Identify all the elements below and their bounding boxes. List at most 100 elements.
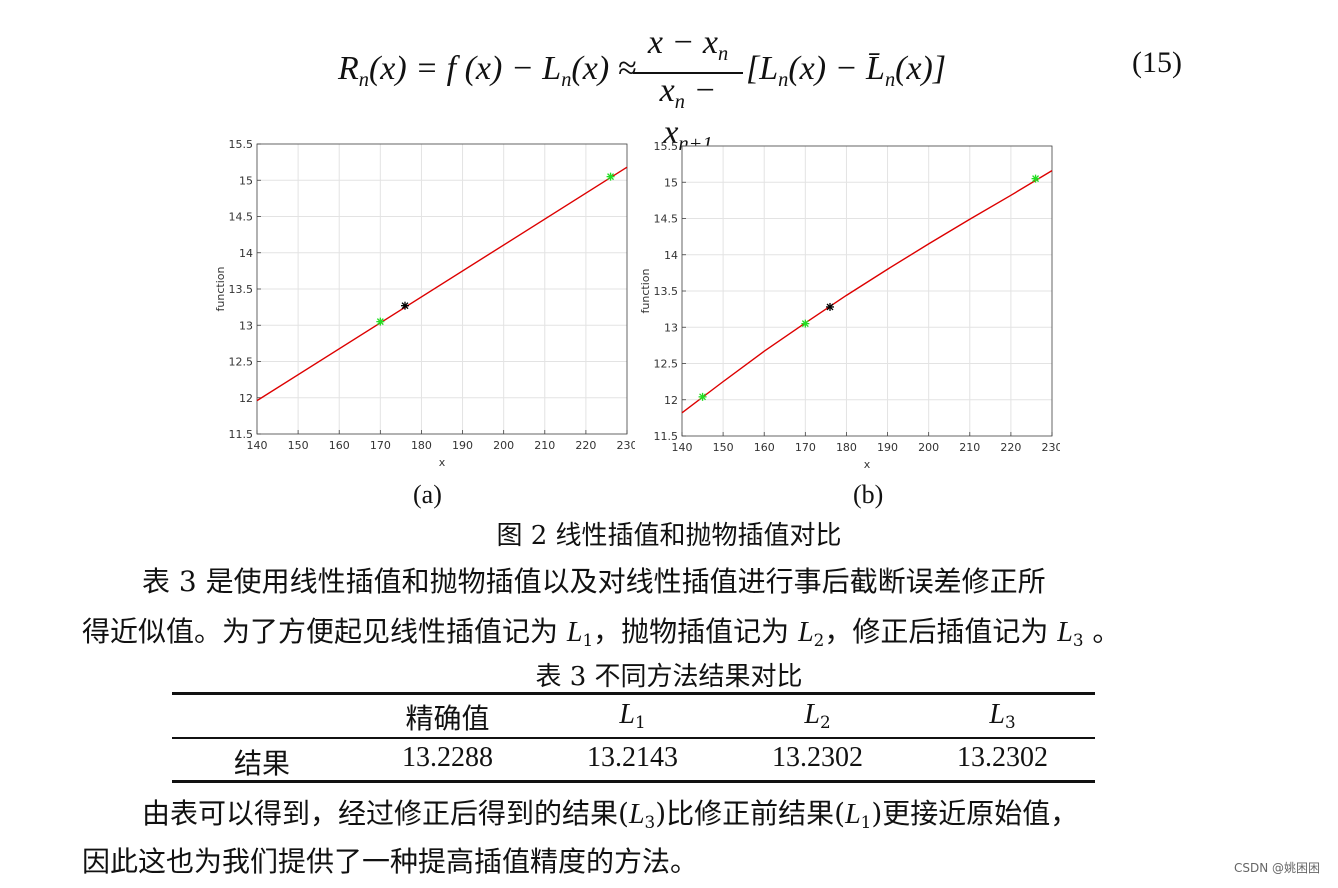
para-text: ，修正后插值记为	[824, 615, 1058, 648]
table-header-l3: L3	[910, 697, 1095, 732]
table-header-exact: 精确值	[355, 697, 540, 737]
x-tick-label: 170	[795, 441, 816, 454]
table-cell-l2: 13.2302	[772, 742, 863, 773]
x-tick-label: 160	[754, 441, 775, 454]
y-tick-label: 14	[239, 247, 253, 260]
symbol-sub: 3	[644, 812, 656, 833]
x-tick-label: 170	[370, 439, 391, 452]
table-top-rule	[172, 692, 1095, 695]
paragraph-1-line-2: 得近似值。为了方便起见线性插值记为 L1，抛物插值记为 L2，修正后插值记为 L…	[82, 610, 1120, 662]
y-tick-label: 11.5	[654, 430, 679, 443]
eq-text: − x	[663, 72, 717, 152]
x-tick-label: 220	[1000, 441, 1021, 454]
eq-text: [L	[746, 50, 779, 87]
symbol-sub: 2	[813, 630, 825, 651]
node-point-stroke	[699, 393, 707, 401]
node-point	[698, 392, 707, 401]
paragraph-2-line-1: 由表可以得到，经过修正后得到的结果(L3)比修正前结果(L1)更接近原始值，	[142, 792, 1078, 844]
x-tick-label: 140	[247, 439, 268, 452]
y-tick-label: 15	[239, 174, 253, 187]
y-tick-label: 12	[664, 394, 678, 407]
eq-text: R	[338, 50, 359, 87]
symbol-sub: 1	[582, 630, 594, 651]
node-point	[606, 172, 615, 181]
para-text: 。	[1083, 615, 1121, 648]
node-point-stroke	[607, 173, 615, 181]
y-tick-label: 11.5	[229, 428, 254, 441]
y-tick-label: 15.5	[654, 140, 679, 153]
y-tick-label: 14.5	[654, 213, 679, 226]
node-point	[376, 317, 385, 326]
symbol-sub: 2	[819, 712, 831, 733]
table-header-l1: L1	[540, 697, 725, 732]
y-tick-label: 12.5	[654, 358, 679, 371]
equation-lhs: Rn(x) = f (x) − Ln(x) ≈	[338, 50, 636, 92]
y-tick-label: 15.5	[229, 138, 254, 151]
table-header-l2: L2	[725, 697, 910, 732]
symbol-L: L	[1057, 617, 1073, 648]
eq-sub: n	[884, 69, 896, 92]
table-cell-exact: 13.2288	[402, 742, 493, 773]
target-point	[401, 301, 409, 310]
symbol-L: L	[804, 699, 820, 730]
interpolation-line	[681, 170, 1053, 414]
eq-sub: n	[358, 69, 369, 92]
node-point-stroke	[801, 320, 809, 328]
target-point	[826, 302, 834, 311]
y-tick-label: 13	[239, 319, 253, 332]
target-point-stroke	[826, 303, 834, 311]
x-tick-label: 150	[713, 441, 734, 454]
eq-text: x	[659, 72, 675, 109]
symbol-L: L	[845, 799, 861, 830]
cell-text: 精确值	[405, 702, 490, 735]
y-tick-label: 13.5	[654, 285, 679, 298]
table-cell-l3: 13.2302	[957, 742, 1048, 773]
figure-caption: 图 2 线性插值和抛物插值对比	[496, 521, 842, 551]
para-text: ，抛物插值记为	[593, 615, 799, 648]
x-tick-label: 180	[411, 439, 432, 452]
table-mid-rule	[172, 737, 1095, 739]
x-axis-label: x	[864, 458, 871, 471]
node-point-stroke	[1032, 175, 1040, 183]
symbol-sub: 1	[634, 712, 646, 733]
y-tick-label: 14.5	[229, 211, 254, 224]
target-point-stroke	[401, 302, 409, 310]
y-tick-label: 12.5	[229, 356, 254, 369]
x-tick-label: 230	[617, 439, 636, 452]
x-tick-label: 220	[575, 439, 596, 452]
fraction-bar	[633, 72, 743, 74]
x-tick-label: 140	[672, 441, 693, 454]
eq-text: (x) = f (x) − L	[368, 50, 562, 87]
eq-text: (x) ≈	[571, 50, 637, 87]
chart-panel-a: 140 150 160 170 180 190 200 210 220 230 11.5 12 12.5…	[214, 138, 636, 469]
eq-sub: n	[717, 43, 729, 66]
x-axis-label: x	[439, 456, 446, 469]
y-tick-label: 13	[664, 321, 678, 334]
equation-number: (15)	[1132, 46, 1182, 79]
symbol-L: L	[619, 699, 635, 730]
table-bottom-rule	[172, 780, 1095, 783]
para-text: 由表可以得到，经过修正后得到的结果(	[142, 797, 629, 830]
y-axis-label: function	[214, 267, 227, 312]
x-tick-label: 180	[836, 441, 857, 454]
x-tick-label: 190	[877, 441, 898, 454]
x-tick-label: 150	[288, 439, 309, 452]
y-tick-label: 15	[664, 176, 678, 189]
x-tick-label: 200	[918, 441, 939, 454]
x-tick-label: 160	[329, 439, 350, 452]
eq-sub: n	[561, 69, 572, 92]
symbol-sub: 1	[860, 812, 872, 833]
y-axis-label: function	[639, 269, 652, 314]
node-point-stroke	[376, 318, 384, 326]
chart-panel-b: 140 150 160 170 180 190 200 210 220 230 11.5 12 12.5…	[639, 140, 1060, 471]
x-tick-label: 190	[452, 439, 473, 452]
x-tick-label: 210	[534, 439, 555, 452]
interpolation-line	[256, 166, 628, 402]
node-point	[801, 319, 810, 328]
table-caption: 表 3 不同方法结果对比	[535, 662, 803, 692]
y-tick-label: 13.5	[229, 283, 254, 296]
watermark: CSDN @姚困困	[1233, 861, 1320, 875]
symbol-L: L	[798, 617, 814, 648]
symbol-L: L	[628, 799, 645, 830]
symbol-sub: 3	[1004, 712, 1016, 733]
